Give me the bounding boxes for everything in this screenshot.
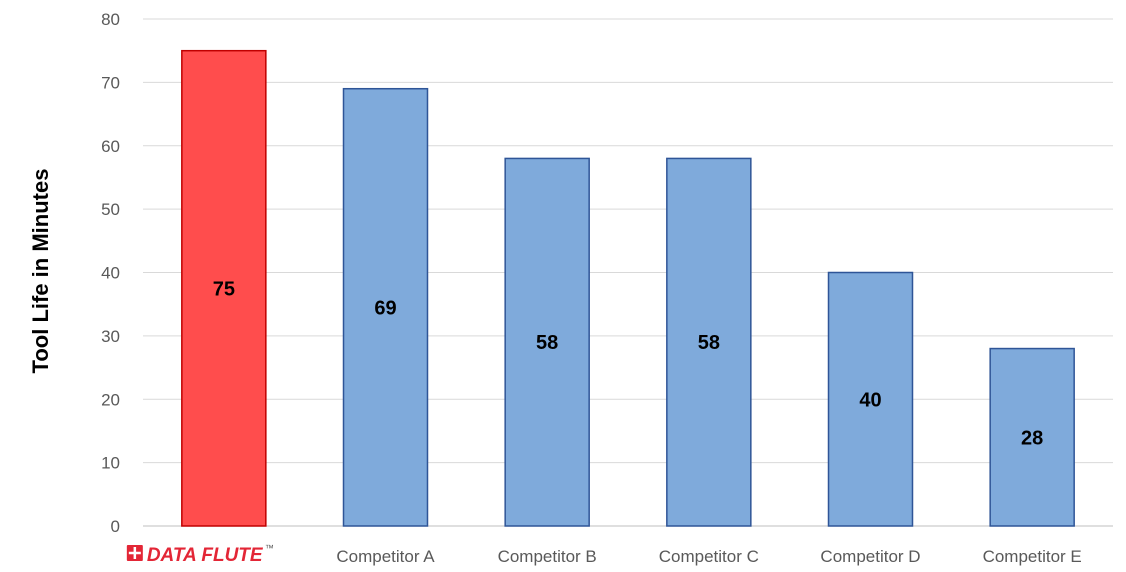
x-category-label: Competitor D [820,547,920,566]
y-tick-label: 40 [101,264,120,283]
x-category-label: Competitor C [659,547,759,566]
gridlines [143,18,1113,527]
y-tick-label: 60 [101,137,120,156]
brand-name: DATA FLUTE [147,545,264,566]
bar-competitor-c [666,157,752,527]
data-label: 28 [1021,427,1043,449]
y-tick-label: 50 [101,200,120,219]
bar-competitor-a [342,87,429,527]
brand-logo: DATA FLUTE ™ [126,543,274,566]
y-tick-label: 30 [101,327,120,346]
trademark-symbol: ™ [265,543,274,553]
y-axis-label: Tool Life in Minutes [28,169,53,374]
bar-competitor-d [827,271,914,527]
y-axis-ticks: 0 10 20 30 40 50 60 70 80 [101,10,120,536]
x-category-label: Competitor B [498,547,597,566]
x-category-label: Competitor A [336,547,435,566]
data-label: 69 [374,297,396,319]
brand-mark-cross-icon [128,547,141,559]
y-tick-label: 70 [101,73,120,92]
bars [181,49,1075,527]
y-tick-label: 0 [111,517,120,536]
x-axis-categories: DATA FLUTE ™ Competitor A Competitor B Compe… [126,543,1082,566]
bar-competitor-e [989,347,1075,527]
data-label: 75 [213,278,235,300]
x-category-label: Competitor E [983,547,1082,566]
data-label: 58 [536,332,558,354]
bar-data-flute [181,49,267,527]
bar-competitor-b [504,157,590,527]
data-labels: 75 69 58 58 40 28 [213,278,1044,449]
y-tick-label: 80 [101,10,120,29]
y-tick-label: 20 [101,390,120,409]
y-tick-label: 10 [101,454,120,473]
data-label: 58 [698,332,720,354]
data-label: 40 [859,389,881,411]
